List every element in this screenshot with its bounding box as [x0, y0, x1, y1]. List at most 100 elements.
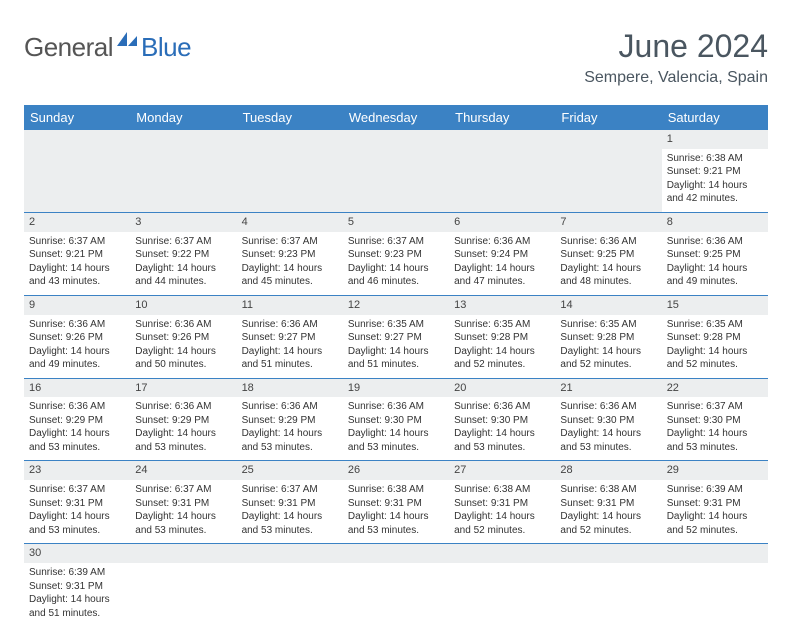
weekday-header: Thursday: [449, 105, 555, 130]
daylight-line-2: and 53 minutes.: [560, 441, 656, 455]
sunrise-line: Sunrise: 6:36 AM: [667, 235, 763, 249]
sunset-line: Sunset: 9:28 PM: [560, 331, 656, 345]
location-text: Sempere, Valencia, Spain: [584, 69, 768, 87]
sunset-line: Sunset: 9:25 PM: [560, 248, 656, 262]
empty-cell: [662, 544, 768, 563]
weekday-header: Friday: [555, 105, 661, 130]
day-detail-cell: Sunrise: 6:36 AMSunset: 9:29 PMDaylight:…: [130, 397, 236, 461]
brand-text-1: General: [24, 32, 113, 63]
sunrise-line: Sunrise: 6:36 AM: [29, 318, 125, 332]
empty-cell: [130, 544, 236, 563]
daylight-line-1: Daylight: 14 hours: [29, 345, 125, 359]
daylight-line-2: and 46 minutes.: [348, 275, 444, 289]
sunrise-line: Sunrise: 6:37 AM: [29, 235, 125, 249]
empty-cell: [343, 544, 449, 563]
daylight-line-2: and 53 minutes.: [135, 524, 231, 538]
sunrise-line: Sunrise: 6:39 AM: [29, 566, 125, 580]
daylight-line-1: Daylight: 14 hours: [242, 345, 338, 359]
daylight-line-1: Daylight: 14 hours: [667, 345, 763, 359]
day-detail-row: Sunrise: 6:39 AMSunset: 9:31 PMDaylight:…: [24, 563, 768, 626]
daylight-line-1: Daylight: 14 hours: [667, 427, 763, 441]
daylight-line-1: Daylight: 14 hours: [135, 427, 231, 441]
sunset-line: Sunset: 9:26 PM: [135, 331, 231, 345]
empty-cell: [130, 130, 236, 149]
day-detail-cell: Sunrise: 6:37 AMSunset: 9:23 PMDaylight:…: [343, 232, 449, 296]
day-number: 19: [348, 382, 360, 394]
sunrise-line: Sunrise: 6:37 AM: [348, 235, 444, 249]
sunset-line: Sunset: 9:27 PM: [348, 331, 444, 345]
sunset-line: Sunset: 9:31 PM: [454, 497, 550, 511]
daylight-line-2: and 49 minutes.: [29, 358, 125, 372]
empty-cell: [130, 563, 236, 626]
sunset-line: Sunset: 9:23 PM: [242, 248, 338, 262]
daylight-line-1: Daylight: 14 hours: [29, 593, 125, 607]
empty-cell: [555, 544, 661, 563]
day-detail-row: Sunrise: 6:37 AMSunset: 9:31 PMDaylight:…: [24, 480, 768, 544]
day-number-cell: 29: [662, 461, 768, 480]
day-number: 14: [560, 299, 572, 311]
empty-cell: [24, 149, 130, 213]
day-number-cell: 2: [24, 212, 130, 231]
sunset-line: Sunset: 9:28 PM: [454, 331, 550, 345]
daylight-line-2: and 53 minutes.: [454, 441, 550, 455]
day-number: 3: [135, 216, 141, 228]
daylight-line-2: and 53 minutes.: [29, 441, 125, 455]
daylight-line-1: Daylight: 14 hours: [135, 262, 231, 276]
day-detail-row: Sunrise: 6:36 AMSunset: 9:26 PMDaylight:…: [24, 315, 768, 379]
day-number: 26: [348, 464, 360, 476]
day-detail-cell: Sunrise: 6:36 AMSunset: 9:25 PMDaylight:…: [662, 232, 768, 296]
sunrise-line: Sunrise: 6:37 AM: [29, 483, 125, 497]
brand-logo: General Blue: [24, 28, 191, 63]
day-number: 27: [454, 464, 466, 476]
day-number-row: 1: [24, 130, 768, 149]
empty-cell: [343, 130, 449, 149]
empty-cell: [237, 149, 343, 213]
sunset-line: Sunset: 9:24 PM: [454, 248, 550, 262]
day-detail-cell: Sunrise: 6:38 AMSunset: 9:21 PMDaylight:…: [662, 149, 768, 213]
daylight-line-1: Daylight: 14 hours: [242, 427, 338, 441]
daylight-line-2: and 51 minutes.: [29, 607, 125, 621]
day-number-cell: 24: [130, 461, 236, 480]
daylight-line-1: Daylight: 14 hours: [454, 345, 550, 359]
daylight-line-1: Daylight: 14 hours: [348, 262, 444, 276]
empty-cell: [662, 563, 768, 626]
sunrise-line: Sunrise: 6:36 AM: [242, 318, 338, 332]
day-number-cell: 25: [237, 461, 343, 480]
day-number: 6: [454, 216, 460, 228]
weekday-header: Saturday: [662, 105, 768, 130]
sunrise-line: Sunrise: 6:37 AM: [135, 483, 231, 497]
day-number: 20: [454, 382, 466, 394]
sunrise-line: Sunrise: 6:36 AM: [560, 235, 656, 249]
day-detail-cell: Sunrise: 6:36 AMSunset: 9:29 PMDaylight:…: [24, 397, 130, 461]
daylight-line-1: Daylight: 14 hours: [135, 345, 231, 359]
day-number-cell: 13: [449, 295, 555, 314]
empty-cell: [449, 149, 555, 213]
day-detail-cell: Sunrise: 6:35 AMSunset: 9:28 PMDaylight:…: [662, 315, 768, 379]
sunset-line: Sunset: 9:31 PM: [348, 497, 444, 511]
day-detail-cell: Sunrise: 6:39 AMSunset: 9:31 PMDaylight:…: [24, 563, 130, 626]
daylight-line-1: Daylight: 14 hours: [454, 510, 550, 524]
day-number-row: 2345678: [24, 212, 768, 231]
daylight-line-2: and 53 minutes.: [242, 441, 338, 455]
sunrise-line: Sunrise: 6:37 AM: [242, 483, 338, 497]
day-detail-cell: Sunrise: 6:37 AMSunset: 9:21 PMDaylight:…: [24, 232, 130, 296]
empty-cell: [130, 149, 236, 213]
sunrise-line: Sunrise: 6:37 AM: [135, 235, 231, 249]
sunrise-line: Sunrise: 6:36 AM: [135, 318, 231, 332]
sunset-line: Sunset: 9:28 PM: [667, 331, 763, 345]
daylight-line-2: and 53 minutes.: [242, 524, 338, 538]
day-detail-cell: Sunrise: 6:37 AMSunset: 9:23 PMDaylight:…: [237, 232, 343, 296]
day-number: 10: [135, 299, 147, 311]
day-detail-cell: Sunrise: 6:35 AMSunset: 9:27 PMDaylight:…: [343, 315, 449, 379]
empty-cell: [449, 563, 555, 626]
day-detail-cell: Sunrise: 6:35 AMSunset: 9:28 PMDaylight:…: [449, 315, 555, 379]
sunset-line: Sunset: 9:31 PM: [135, 497, 231, 511]
weekday-header: Wednesday: [343, 105, 449, 130]
day-number-cell: 21: [555, 378, 661, 397]
sunset-line: Sunset: 9:23 PM: [348, 248, 444, 262]
day-detail-cell: Sunrise: 6:36 AMSunset: 9:26 PMDaylight:…: [24, 315, 130, 379]
day-number: 8: [667, 216, 673, 228]
daylight-line-2: and 50 minutes.: [135, 358, 231, 372]
day-number: 18: [242, 382, 254, 394]
daylight-line-1: Daylight: 14 hours: [29, 510, 125, 524]
